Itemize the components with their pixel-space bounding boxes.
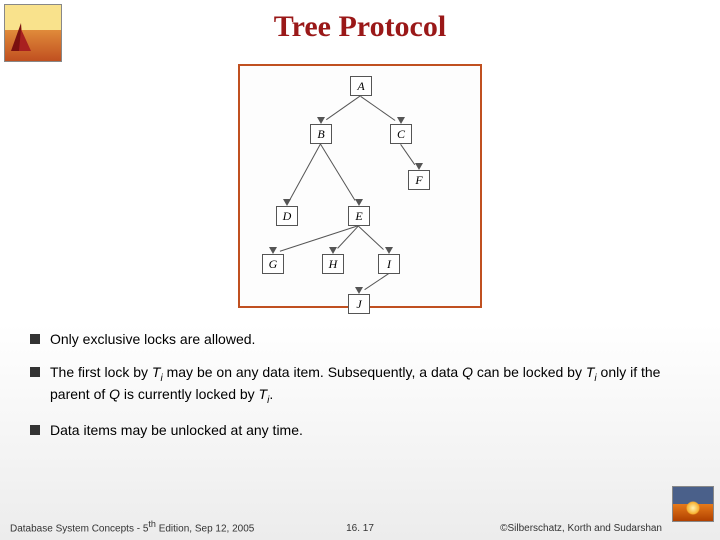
- slide-footer: Database System Concepts - 5th Edition, …: [0, 519, 720, 534]
- tree-edge: [360, 96, 395, 121]
- tree-node: I: [378, 254, 400, 274]
- tree-node: F: [408, 170, 430, 190]
- bullet-list: Only exclusive locks are allowed. The fi…: [30, 330, 690, 440]
- arrow-icon: [397, 117, 405, 124]
- bullet-item: Data items may be unlocked at any time.: [30, 421, 690, 440]
- tree-node: D: [276, 206, 298, 226]
- bullet-square-icon: [30, 425, 40, 435]
- tree-diagram: ABCFDEGHIJ: [240, 66, 480, 306]
- tree-node: B: [310, 124, 332, 144]
- bullet-text: Data items may be unlocked at any time.: [50, 421, 303, 440]
- tree-node: E: [348, 206, 370, 226]
- bullet-text: The first lock by Ti may be on any data …: [50, 363, 690, 408]
- sailboat-logo: [4, 4, 62, 62]
- tree-node: C: [390, 124, 412, 144]
- footer-center: 16. 17: [346, 523, 374, 534]
- sunset-logo: [672, 486, 714, 522]
- slide-title: Tree Protocol: [0, 0, 720, 44]
- arrow-icon: [269, 247, 277, 254]
- arrow-icon: [355, 199, 363, 206]
- tree-node: G: [262, 254, 284, 274]
- footer-right: ©Silberschatz, Korth and Sudarshan: [500, 523, 662, 534]
- bullet-square-icon: [30, 367, 40, 377]
- tree-edge: [364, 273, 389, 290]
- arrow-icon: [317, 117, 325, 124]
- bullet-square-icon: [30, 334, 40, 344]
- arrow-icon: [355, 287, 363, 294]
- arrow-icon: [283, 199, 291, 206]
- tree-node: J: [348, 294, 370, 314]
- footer-left: Database System Concepts - 5th Edition, …: [10, 519, 254, 534]
- bullet-text: Only exclusive locks are allowed.: [50, 330, 255, 349]
- arrow-icon: [329, 247, 337, 254]
- arrow-icon: [415, 163, 423, 170]
- tree-edge: [400, 144, 415, 165]
- tree-diagram-frame: ABCFDEGHIJ: [238, 64, 482, 308]
- bullet-item: Only exclusive locks are allowed.: [30, 330, 690, 349]
- tree-node: A: [350, 76, 372, 96]
- tree-edge: [320, 144, 355, 201]
- tree-edge: [326, 95, 361, 120]
- tree-edge: [289, 144, 321, 200]
- tree-edge: [358, 226, 384, 250]
- tree-node: H: [322, 254, 344, 274]
- arrow-icon: [385, 247, 393, 254]
- bullet-item: The first lock by Ti may be on any data …: [30, 363, 690, 408]
